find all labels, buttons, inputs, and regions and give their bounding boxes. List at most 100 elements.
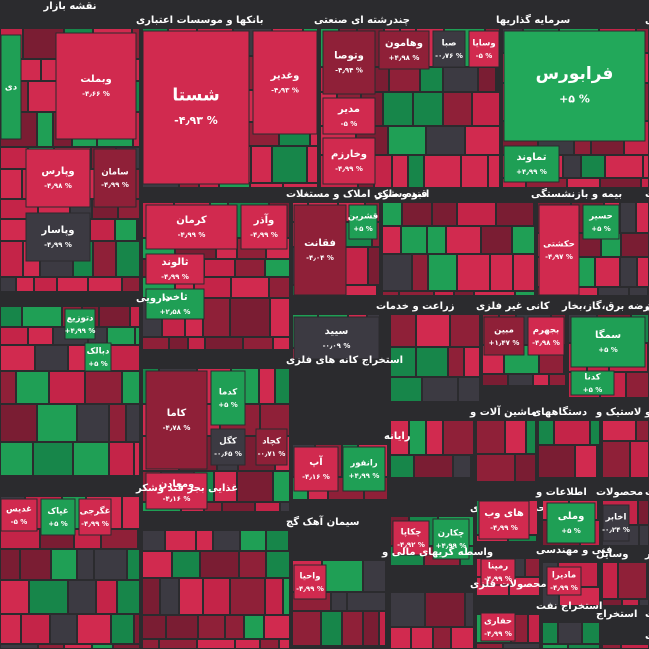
stock-tile[interactable] — [284, 579, 289, 614]
stock-tile[interactable] — [514, 255, 534, 290]
stock-tile[interactable] — [35, 278, 56, 291]
stock-tile[interactable] — [160, 640, 196, 648]
stock-tile[interactable] — [143, 531, 164, 550]
stock-tile[interactable] — [244, 338, 272, 349]
stock-tile[interactable] — [603, 442, 629, 477]
stock-tile[interactable] — [78, 550, 93, 579]
stock-tile[interactable] — [284, 184, 317, 187]
stock-tile[interactable] — [627, 373, 648, 397]
stock-tile[interactable] — [512, 615, 527, 642]
stock-tile[interactable] — [526, 559, 539, 576]
stock-tile[interactable] — [50, 372, 84, 403]
stock-tile[interactable] — [40, 498, 76, 536]
stock-tile[interactable] — [538, 204, 580, 296]
stock-tile[interactable] — [568, 179, 599, 187]
stock-tile[interactable] — [108, 328, 134, 344]
stock-tile[interactable] — [236, 640, 259, 648]
stock-tile[interactable] — [205, 260, 234, 276]
stock-tile[interactable] — [245, 616, 263, 638]
stock-tile[interactable] — [22, 615, 49, 643]
stock-tile[interactable] — [539, 421, 553, 444]
stock-tile[interactable] — [458, 203, 495, 225]
stock-tile[interactable] — [1, 550, 19, 579]
stock-tile[interactable] — [414, 93, 442, 125]
stock-tile[interactable] — [642, 179, 648, 187]
stock-tile[interactable] — [546, 566, 582, 596]
stock-tile[interactable] — [145, 370, 208, 470]
stock-tile[interactable] — [93, 645, 112, 648]
stock-tile[interactable] — [564, 156, 580, 177]
stock-tile[interactable] — [280, 640, 289, 648]
stock-tile[interactable] — [265, 616, 289, 638]
stock-tile[interactable] — [423, 378, 457, 401]
stock-tile[interactable] — [503, 179, 525, 187]
stock-tile[interactable] — [143, 640, 158, 648]
stock-tile[interactable] — [1, 615, 20, 643]
stock-tile[interactable] — [131, 307, 139, 326]
stock-tile[interactable] — [34, 443, 72, 475]
stock-tile[interactable] — [389, 127, 425, 154]
stock-tile[interactable] — [480, 612, 516, 642]
stock-tile[interactable] — [570, 316, 646, 368]
stock-tile[interactable] — [630, 288, 647, 295]
stock-tile[interactable] — [503, 145, 560, 183]
stock-tile[interactable] — [199, 616, 224, 638]
stock-tile[interactable] — [454, 456, 470, 477]
stock-tile[interactable] — [596, 258, 619, 286]
stock-tile[interactable] — [114, 645, 139, 648]
stock-tile[interactable] — [513, 227, 534, 253]
stock-tile[interactable] — [603, 645, 620, 648]
stock-tile[interactable] — [451, 315, 479, 346]
stock-tile[interactable] — [447, 227, 480, 253]
stock-tile[interactable] — [1, 405, 36, 441]
stock-tile[interactable] — [383, 255, 411, 290]
stock-tile[interactable] — [364, 561, 385, 591]
stock-tile[interactable] — [135, 615, 139, 643]
stock-tile[interactable] — [256, 503, 279, 511]
stock-tile[interactable] — [261, 640, 278, 648]
stock-tile[interactable] — [468, 30, 500, 68]
stock-tile[interactable] — [337, 286, 376, 295]
stock-tile[interactable] — [205, 503, 221, 511]
stock-tile[interactable] — [1, 372, 15, 403]
stock-tile[interactable] — [506, 421, 525, 453]
stock-tile[interactable] — [583, 623, 599, 643]
stock-tile[interactable] — [281, 503, 289, 511]
stock-tile[interactable] — [569, 645, 599, 648]
stock-tile[interactable] — [274, 338, 289, 349]
stock-tile[interactable] — [180, 579, 202, 614]
stock-tile[interactable] — [465, 348, 479, 376]
stock-tile[interactable] — [509, 375, 532, 385]
stock-tile[interactable] — [606, 156, 642, 177]
stock-tile[interactable] — [1, 581, 28, 613]
stock-tile[interactable] — [393, 156, 407, 187]
stock-tile[interactable] — [323, 561, 362, 591]
stock-tile[interactable] — [384, 93, 412, 125]
stock-tile[interactable] — [274, 472, 289, 501]
stock-tile[interactable] — [143, 338, 168, 349]
stock-tile[interactable] — [392, 520, 430, 556]
stock-tile[interactable] — [466, 127, 499, 154]
stock-tile[interactable] — [170, 338, 187, 349]
stock-tile[interactable] — [0, 498, 38, 532]
stock-tile[interactable] — [204, 299, 229, 336]
stock-tile[interactable] — [25, 148, 91, 208]
stock-tile[interactable] — [200, 184, 218, 187]
stock-tile[interactable] — [236, 260, 264, 276]
stock-tile[interactable] — [348, 204, 378, 240]
stock-tile[interactable] — [426, 593, 464, 626]
stock-tile[interactable] — [391, 456, 413, 477]
stock-tile[interactable] — [480, 558, 516, 586]
stock-tile[interactable] — [428, 227, 445, 253]
stock-tile[interactable] — [402, 227, 426, 253]
stock-tile[interactable] — [602, 504, 630, 542]
stock-tile[interactable] — [223, 503, 254, 511]
stock-tile[interactable] — [444, 93, 471, 125]
stock-tile[interactable] — [425, 156, 460, 187]
stock-tile[interactable] — [1, 530, 39, 548]
stock-tile[interactable] — [240, 552, 265, 577]
stock-tile[interactable] — [1, 242, 22, 276]
stock-tile[interactable] — [231, 579, 264, 614]
stock-tile[interactable] — [343, 612, 362, 645]
stock-tile[interactable] — [413, 255, 427, 290]
